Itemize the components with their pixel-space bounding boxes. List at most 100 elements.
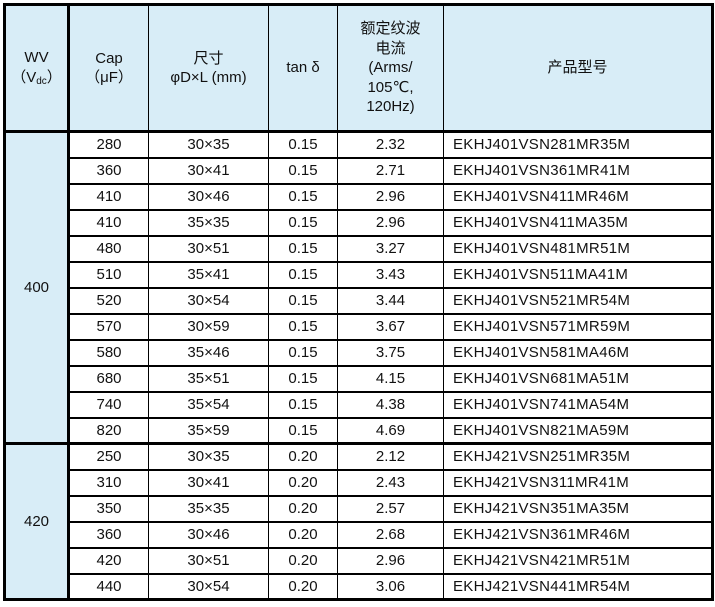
cap-cell: 440 [68, 572, 149, 601]
size-cell: 30×51 [148, 234, 269, 263]
cap-cell: 520 [68, 286, 149, 315]
tan-cell: 0.15 [268, 156, 338, 185]
ripple-cell: 2.96 [337, 208, 444, 237]
cap-cell: 410 [68, 208, 149, 237]
ripple-cell: 3.44 [337, 286, 444, 315]
size-cell: 30×35 [148, 130, 269, 159]
table-row: 360 30×46 0.20 2.68 EKHJ421VSN361MR46M [5, 520, 713, 549]
header-cap-line2: （μF） [85, 69, 133, 86]
ripple-cell: 3.43 [337, 260, 444, 289]
model-cell: EKHJ421VSN441MR54M [443, 572, 713, 601]
header-ripple-line5: 120Hz) [366, 98, 415, 116]
table-row: 420 30×51 0.20 2.96 EKHJ421VSN421MR51M [5, 546, 713, 575]
size-cell: 30×54 [148, 572, 269, 601]
ripple-cell: 2.68 [337, 520, 444, 549]
size-cell: 35×35 [148, 208, 269, 237]
header-ripple-current: 额定纹波 电流 (Arms/ 105℃, 120Hz) [337, 4, 444, 133]
ripple-cell: 4.15 [337, 364, 444, 393]
table-row: 570 30×59 0.15 3.67 EKHJ401VSN571MR59M [5, 312, 713, 341]
cap-cell: 250 [68, 442, 149, 471]
model-cell: EKHJ401VSN361MR41M [443, 156, 713, 185]
ripple-cell: 3.67 [337, 312, 444, 341]
model-cell: EKHJ421VSN361MR46M [443, 520, 713, 549]
tan-cell: 0.20 [268, 468, 338, 497]
table-row: 480 30×51 0.15 3.27 EKHJ401VSN481MR51M [5, 234, 713, 263]
tan-cell: 0.15 [268, 416, 338, 445]
table-row: 410 35×35 0.15 2.96 EKHJ401VSN411MA35M [5, 208, 713, 237]
size-cell: 35×41 [148, 260, 269, 289]
table-body: 400 280 30×35 0.15 2.32 EKHJ401VSN281MR3… [4, 130, 713, 601]
header-ripple-line1: 额定纹波 [360, 20, 421, 38]
header-wv-line1: WV [24, 49, 49, 67]
ripple-cell: 2.96 [337, 546, 444, 575]
tan-cell: 0.15 [268, 182, 338, 211]
ripple-cell: 3.06 [337, 572, 444, 601]
model-cell: EKHJ401VSN571MR59M [443, 312, 713, 341]
size-cell: 30×35 [148, 442, 269, 471]
model-cell: EKHJ421VSN351MA35M [443, 494, 713, 523]
size-cell: 30×59 [148, 312, 269, 341]
ripple-cell: 2.71 [337, 156, 444, 185]
header-size-line2: φD×L (mm) [170, 69, 247, 86]
table-row: 410 30×46 0.15 2.96 EKHJ401VSN411MR46M [5, 182, 713, 211]
model-cell: EKHJ401VSN481MR51M [443, 234, 713, 263]
size-cell: 30×51 [148, 546, 269, 575]
table-row: 520 30×54 0.15 3.44 EKHJ401VSN521MR54M [5, 286, 713, 315]
table-row: 310 30×41 0.20 2.43 EKHJ421VSN311MR41M [5, 468, 713, 497]
size-cell: 30×46 [148, 182, 269, 211]
model-cell: EKHJ401VSN281MR35M [443, 130, 713, 159]
table-row: 400 280 30×35 0.15 2.32 EKHJ401VSN281MR3… [4, 130, 713, 445]
ripple-cell: 2.32 [337, 130, 444, 159]
ripple-cell: 2.96 [337, 182, 444, 211]
cap-cell: 360 [68, 156, 149, 185]
tan-cell: 0.15 [268, 364, 338, 393]
size-cell: 35×51 [148, 364, 269, 393]
header-ripple-line2: 电流 [375, 39, 406, 57]
capacitor-spec-table: WV （Vdc） Cap （μF） 尺寸 φD×L (mm) tan δ 额定纹… [3, 3, 714, 601]
cap-cell: 420 [68, 546, 149, 575]
model-cell: EKHJ401VSN681MA51M [443, 364, 713, 393]
model-cell: EKHJ421VSN421MR51M [443, 546, 713, 575]
cap-cell: 310 [68, 468, 149, 497]
tan-cell: 0.15 [268, 286, 338, 315]
table-row: 820 35×59 0.15 4.69 EKHJ401VSN821MA59M [5, 416, 713, 445]
tan-cell: 0.15 [268, 208, 338, 237]
table-row: 350 35×35 0.20 2.57 EKHJ421VSN351MA35M [5, 494, 713, 523]
model-cell: EKHJ421VSN251MR35M [443, 442, 713, 471]
size-cell: 30×41 [148, 468, 269, 497]
header-tan-delta: tan δ [268, 4, 338, 133]
cap-cell: 350 [68, 494, 149, 523]
header-cap-line1: Cap [95, 49, 123, 67]
ripple-cell: 2.12 [337, 442, 444, 471]
cap-cell: 680 [68, 364, 149, 393]
tan-cell: 0.15 [268, 312, 338, 341]
cap-cell: 280 [68, 130, 149, 159]
tan-cell: 0.20 [268, 572, 338, 601]
tan-cell: 0.15 [268, 260, 338, 289]
tan-cell: 0.20 [268, 494, 338, 523]
ripple-cell: 2.43 [337, 468, 444, 497]
ripple-cell: 4.69 [337, 416, 444, 445]
size-cell: 30×41 [148, 156, 269, 185]
table-row: 360 30×41 0.15 2.71 EKHJ401VSN361MR41M [5, 156, 713, 185]
tan-cell: 0.15 [268, 234, 338, 263]
tan-cell: 0.20 [268, 520, 338, 549]
cap-cell: 480 [68, 234, 149, 263]
table-header: WV （Vdc） Cap （μF） 尺寸 φD×L (mm) tan δ 额定纹… [4, 4, 713, 133]
ripple-cell: 3.27 [337, 234, 444, 263]
size-cell: 35×46 [148, 338, 269, 367]
tan-cell: 0.20 [268, 442, 338, 471]
size-cell: 35×54 [148, 390, 269, 419]
tan-cell: 0.15 [268, 338, 338, 367]
header-ripple-line4: 105℃, [367, 78, 414, 96]
header-cap: Cap （μF） [68, 4, 149, 133]
wv-400-cell: 400 [4, 130, 70, 445]
model-cell: EKHJ401VSN411MR46M [443, 182, 713, 211]
cap-cell: 570 [68, 312, 149, 341]
model-cell: EKHJ401VSN521MR54M [443, 286, 713, 315]
header-model: 产品型号 [443, 4, 713, 133]
table-row: 680 35×51 0.15 4.15 EKHJ401VSN681MA51M [5, 364, 713, 393]
header-wv-line2: （Vdc） [11, 68, 62, 87]
size-cell: 35×35 [148, 494, 269, 523]
cap-cell: 360 [68, 520, 149, 549]
